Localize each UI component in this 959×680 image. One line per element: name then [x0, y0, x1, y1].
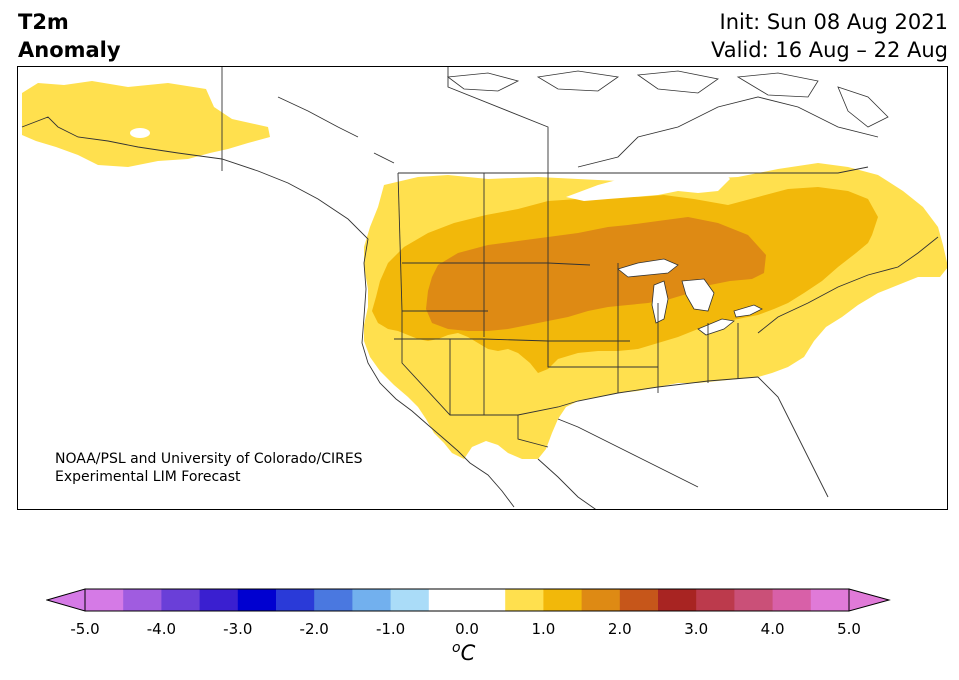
- colorbar-bin-17: [734, 589, 774, 611]
- colorbar-extend-high: [848, 588, 891, 612]
- map-panel: [17, 66, 948, 510]
- colorbar-bin-2: [161, 589, 201, 611]
- colorbar-extend-low: [46, 588, 86, 612]
- colorbar-bin-14: [619, 589, 659, 611]
- anomaly-map: [21, 67, 947, 509]
- colorbar-ticks: -5.0 -4.0 -3.0 -2.0 -1.0 0.0 1.0 2.0 3.0 4.0 5.0: [0, 620, 959, 642]
- colorbar-tick-label: 0.0: [455, 620, 479, 638]
- colorbar-bin-19: [810, 589, 850, 611]
- colorbar-bins: [85, 589, 850, 611]
- colorbar-bin-3: [199, 589, 239, 611]
- colorbar-bin-0: [85, 589, 124, 611]
- lake-superior: [617, 258, 679, 278]
- colorbar-tick-label: 3.0: [684, 620, 709, 638]
- credit-line-1: NOAA/PSL and University of Colorado/CIRE…: [55, 451, 363, 467]
- colorbar-bin-18: [772, 589, 812, 611]
- colorbar-bin-1: [123, 589, 162, 611]
- colorbar-bin-13: [581, 589, 621, 611]
- lake-ontario: [733, 304, 763, 318]
- colorbar-tick-label: 1.0: [531, 620, 556, 638]
- colorbar-tick-label: 5.0: [837, 620, 861, 638]
- colorbar-bin-4: [237, 589, 277, 611]
- colorbar-bin-5: [276, 589, 315, 611]
- colorbar-tick-label: -1.0: [375, 620, 406, 638]
- title-line-2: Anomaly: [18, 38, 121, 62]
- unit-degree: o: [452, 640, 461, 656]
- init-date: Init: Sun 08 Aug 2021: [719, 10, 948, 34]
- forecast-dates: Init: Sun 08 Aug 2021 Valid: 16 Aug – 22…: [711, 8, 948, 64]
- credit-text: NOAA/PSL and University of Colorado/CIRE…: [55, 450, 363, 486]
- colorbar-bin-16: [696, 589, 735, 611]
- colorbar-bin-6: [314, 589, 353, 611]
- colorbar-bin-7: [352, 589, 392, 611]
- colorbar-tick-label: -2.0: [299, 620, 329, 638]
- colorbar-bin-10: [467, 589, 506, 611]
- anomaly-region-dark-orange: [426, 217, 766, 331]
- chart-title: T2m Anomaly: [18, 8, 121, 64]
- colorbar: [46, 588, 891, 612]
- credit-line-2: Experimental LIM Forecast: [55, 469, 241, 485]
- colorbar-bin-15: [658, 589, 697, 611]
- valid-range: Valid: 16 Aug – 22 Aug: [710, 38, 948, 62]
- alaska-inner-hole: [130, 128, 150, 138]
- title-line-1: T2m: [18, 10, 69, 34]
- colorbar-outline: [84, 588, 850, 612]
- colorbar-tick-label: -5.0: [70, 620, 100, 638]
- unit-letter: C: [460, 641, 476, 665]
- lake-huron: [681, 278, 715, 312]
- colorbar-tick-label: 4.0: [760, 620, 785, 638]
- colorbar-tick-label: -3.0: [223, 620, 253, 638]
- lake-michigan: [651, 280, 669, 324]
- colorbar-unit: oC: [452, 640, 475, 665]
- colorbar-tick-label: 2.0: [607, 620, 632, 638]
- anomaly-region-alaska: [22, 81, 270, 167]
- hudson-bay-edge: [566, 159, 730, 201]
- arctic-islands: [277, 70, 889, 164]
- lake-erie: [697, 318, 735, 336]
- colorbar-bin-12: [543, 589, 583, 611]
- colorbar-bin-8: [390, 589, 430, 611]
- colorbar-tick-label: -4.0: [146, 620, 177, 638]
- colorbar-bin-9: [428, 589, 468, 611]
- colorbar-bin-11: [505, 589, 544, 611]
- map-borders: [21, 67, 939, 509]
